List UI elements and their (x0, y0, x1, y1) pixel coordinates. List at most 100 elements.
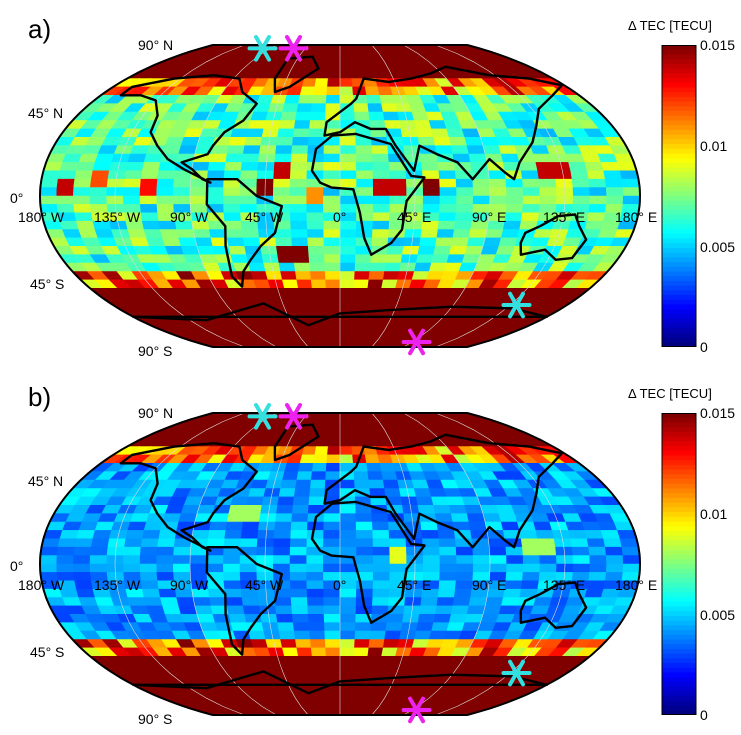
tec-cell (456, 563, 474, 573)
colorbar-swatch (662, 87, 696, 93)
tec-cell (123, 178, 142, 188)
tec-cell (389, 178, 407, 188)
tec-cell (323, 605, 341, 615)
tec-cell (520, 538, 540, 548)
tec-cell (371, 229, 390, 239)
tec-cell (498, 605, 518, 615)
tec-cell (156, 546, 175, 556)
colorbar-swatch (662, 597, 696, 603)
tec-cell (206, 187, 224, 197)
tec-cell (533, 597, 553, 607)
tec-cell (78, 153, 99, 163)
tec-cell (214, 254, 234, 264)
colorbar-swatch (662, 186, 696, 192)
map-frame (38, 44, 642, 348)
colorbar-swatch (662, 276, 696, 282)
lon-label: 0° (333, 577, 347, 593)
tec-cell (289, 212, 308, 222)
tec-cell (284, 287, 301, 298)
tec-cell (291, 237, 309, 247)
tec-cell (141, 530, 161, 540)
tec-cell (139, 563, 158, 573)
tec-cell (291, 605, 309, 615)
tec-cell (196, 246, 216, 255)
tec-cell (382, 479, 400, 489)
tec-cell (482, 513, 502, 523)
tec-cell (539, 555, 558, 565)
tec-cell (76, 588, 96, 598)
tec-cell (422, 555, 441, 565)
tec-cell (353, 647, 370, 657)
tec-cell (328, 689, 341, 699)
tec-cell (339, 697, 351, 707)
tec-cell (484, 229, 504, 239)
tec-cell (586, 212, 606, 222)
tec-cell (275, 237, 293, 247)
tec-cell (309, 639, 326, 649)
colorbar-swatch (662, 549, 696, 556)
colorbar-border (661, 413, 697, 715)
colorbar-swatch (662, 181, 696, 188)
tec-cell (293, 120, 311, 130)
tec-cell (296, 279, 313, 289)
lat-label: 90° N (138, 405, 174, 421)
tec-cell (367, 647, 384, 657)
tec-cell (291, 505, 310, 514)
colorbar-swatch (662, 526, 696, 532)
tec-cell (387, 237, 405, 247)
colorbar-swatch (662, 710, 696, 715)
colorbar-swatch (662, 191, 696, 197)
tec-cell (94, 597, 115, 607)
tec-cell (352, 655, 369, 666)
tec-cell (292, 254, 310, 264)
tec-cell (306, 162, 325, 172)
tec-cell (157, 170, 176, 180)
coastline (205, 545, 283, 656)
tec-cell (589, 563, 608, 573)
tec-cell (437, 588, 456, 598)
tec-cell (329, 421, 341, 431)
tec-cell (180, 614, 201, 623)
tec-cell (356, 178, 374, 188)
tec-cell (355, 145, 373, 155)
tec-cell (450, 513, 470, 523)
tec-cell (313, 86, 328, 96)
tec-cell (189, 187, 208, 197)
tec-cell (453, 220, 473, 230)
colorbar-swatch (662, 493, 696, 499)
tec-cell (506, 555, 524, 565)
tec-cell (339, 137, 357, 146)
tec-cell (162, 605, 182, 615)
tec-cell (291, 246, 310, 255)
tec-cell (364, 454, 381, 464)
tec-cell (571, 546, 591, 556)
tec-cell (589, 187, 608, 197)
tec-cell (539, 187, 558, 197)
colorbar-swatch (662, 469, 696, 475)
tec-cell (356, 563, 374, 573)
tec-cell (329, 53, 341, 63)
colorbar-swatch (662, 219, 696, 225)
tec-cell (217, 630, 237, 640)
lon-label: 135° E (543, 209, 586, 225)
tec-cell (389, 538, 407, 548)
tec-cell (356, 555, 374, 565)
colorbar-swatch (662, 615, 696, 622)
lon-label: 180° W (18, 209, 65, 225)
tec-cell (290, 162, 308, 172)
colorbar-swatch (662, 413, 696, 419)
tec-cell (56, 187, 75, 197)
tec-cell (56, 178, 76, 188)
colorbar-swatch (662, 120, 696, 126)
colorbar-swatch (662, 667, 696, 674)
tec-cell (276, 137, 294, 146)
tec-cell (498, 513, 518, 523)
tec-cell (588, 204, 607, 214)
tec-cell (293, 262, 311, 272)
tec-cell (417, 137, 436, 146)
tec-cell (239, 563, 258, 573)
colorbar-swatch (662, 323, 696, 329)
colorbar-swatch (662, 474, 696, 480)
tec-cell (277, 496, 295, 506)
station-marker (501, 659, 532, 687)
